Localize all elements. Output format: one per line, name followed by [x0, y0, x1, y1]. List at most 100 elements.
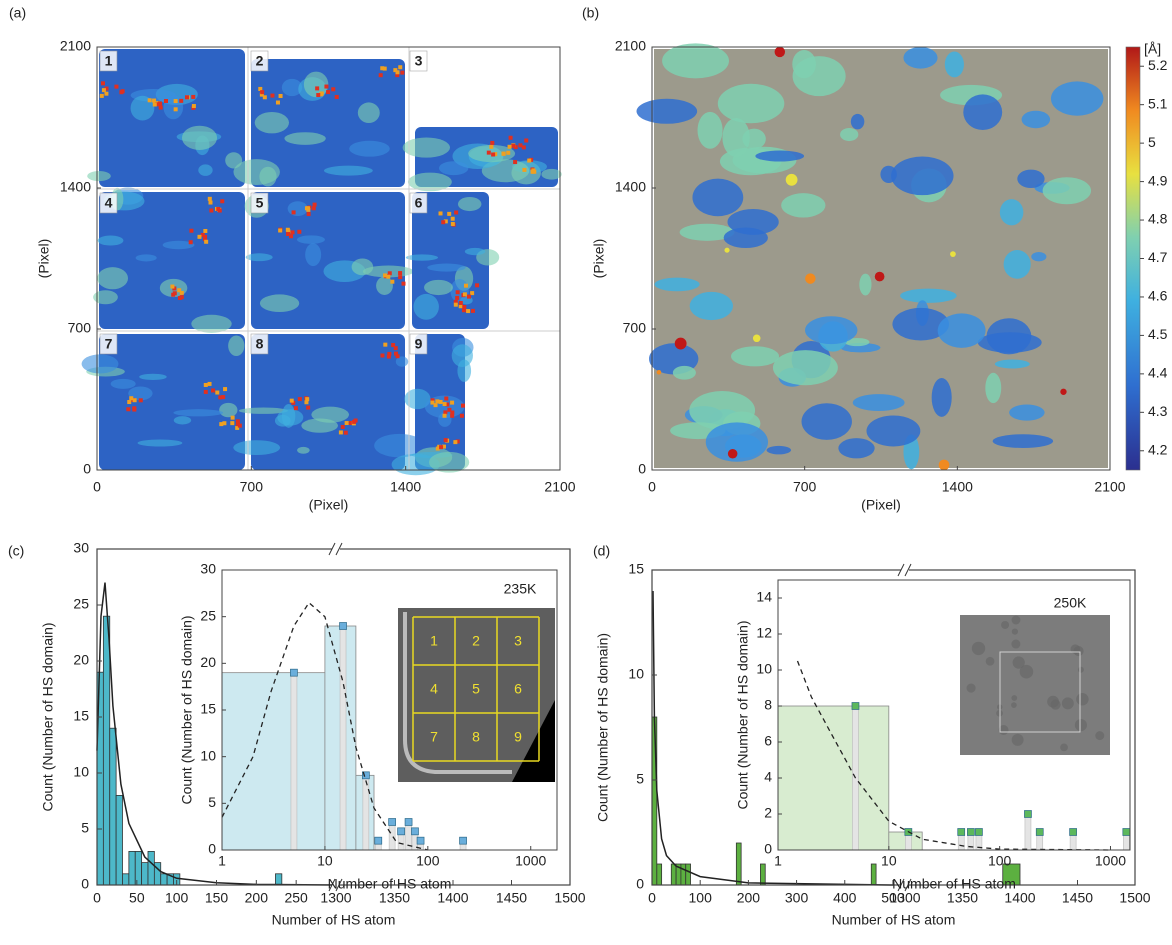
plot-frame: [651, 569, 1136, 886]
map-texture: [238, 407, 288, 414]
hs-site: [207, 381, 212, 386]
y-tick-label: 20: [200, 654, 216, 670]
hs-site: [114, 84, 119, 89]
data-point: [1069, 828, 1077, 836]
map-hot-spot: [950, 251, 956, 257]
hs-site: [530, 169, 535, 174]
hs-site: [506, 150, 511, 155]
y-tick-label: 8: [764, 697, 772, 713]
map-texture: [395, 356, 409, 367]
hs-site: [453, 299, 458, 304]
map-domain: [844, 337, 870, 347]
map-texture: [357, 102, 380, 123]
tile-label: 9: [415, 336, 423, 352]
hs-site: [439, 445, 444, 450]
data-point: [1122, 828, 1131, 836]
map-texture: [351, 258, 374, 276]
hs-site: [442, 413, 447, 418]
map-domain: [850, 113, 865, 130]
hs-site: [489, 144, 494, 149]
tile-label-box: [250, 50, 269, 72]
y-tick-label: 15: [628, 561, 644, 577]
map-domain: [717, 83, 785, 124]
panel-label: (d): [593, 543, 610, 559]
map-domain: [689, 391, 756, 430]
hs-site: [447, 211, 452, 216]
map-domain: [689, 291, 733, 321]
map-texture: [407, 172, 452, 192]
map-texture: [81, 354, 119, 374]
x-axis-label: Number of HS atom: [892, 876, 1016, 892]
hs-site: [493, 152, 498, 157]
x-tick-label: 10: [317, 853, 333, 869]
hs-site: [466, 294, 471, 299]
data-point: [1024, 810, 1032, 818]
fit-curve: [652, 590, 894, 886]
hs-site: [177, 288, 182, 293]
colorbar-tick-label: 4.4: [1148, 365, 1168, 381]
inset-image-label: 7: [430, 729, 438, 745]
hs-site: [513, 160, 518, 165]
map-texture: [404, 388, 431, 410]
hs-site: [173, 107, 178, 112]
colorbar-tick-label: 4.2: [1148, 441, 1168, 457]
x-tick-label: 100: [165, 890, 189, 906]
map-texture: [428, 451, 470, 473]
hs-site: [455, 439, 460, 444]
inset-caption: 235K: [504, 581, 537, 597]
hs-site: [433, 403, 438, 408]
map-texture: [277, 409, 304, 426]
map-texture: [93, 290, 118, 305]
hs-site: [127, 400, 132, 405]
y-tick-label: 2100: [615, 38, 646, 54]
hs-site: [306, 405, 311, 410]
map-texture: [97, 267, 129, 290]
map-texture: [219, 402, 238, 418]
hs-site: [453, 440, 458, 445]
hs-site: [438, 211, 443, 216]
map-domain: [985, 372, 1002, 404]
map-texture: [457, 359, 472, 382]
hs-site: [390, 279, 395, 284]
plot-frame: [651, 46, 1111, 471]
hs-site: [455, 295, 460, 300]
inset-caption: 250K: [1054, 595, 1087, 611]
hs-site: [348, 420, 353, 425]
x-tick-label: 1500: [554, 890, 585, 906]
map-domain: [892, 307, 950, 341]
map-hot-spot: [785, 173, 798, 186]
map-texture: [162, 240, 195, 250]
data-point: [967, 828, 975, 836]
hs-site: [380, 66, 385, 71]
map-texture: [191, 314, 232, 333]
hs-site: [104, 86, 109, 91]
map-domain: [1017, 169, 1045, 189]
hs-site: [466, 309, 471, 314]
map-domain: [999, 199, 1024, 226]
panel-label: (c): [8, 543, 24, 559]
inset-image-label: 6: [514, 681, 522, 697]
hs-site: [324, 84, 329, 89]
map-domain: [1031, 252, 1047, 262]
map-domain: [772, 350, 838, 386]
hs-site: [202, 237, 207, 242]
data-point: [411, 827, 419, 836]
x-tick-label: 200: [737, 890, 761, 906]
tile-label: 3: [415, 53, 423, 69]
data-point: [339, 622, 347, 630]
map-tile: [251, 192, 405, 329]
hs-site: [147, 98, 152, 103]
hs-site: [235, 419, 240, 424]
map-texture: [374, 433, 425, 458]
hs-site: [334, 94, 339, 99]
data-point: [416, 836, 425, 845]
y-axis-label: Count (Number of HS domain): [179, 615, 195, 804]
map-texture: [139, 373, 167, 381]
map-texture: [281, 78, 303, 97]
y-tick-label: 0: [208, 841, 216, 857]
hs-site: [459, 413, 464, 418]
hs-site: [441, 444, 446, 449]
hs-site: [100, 81, 105, 86]
inset-image-texture: [1011, 702, 1017, 708]
map-texture: [303, 71, 329, 98]
